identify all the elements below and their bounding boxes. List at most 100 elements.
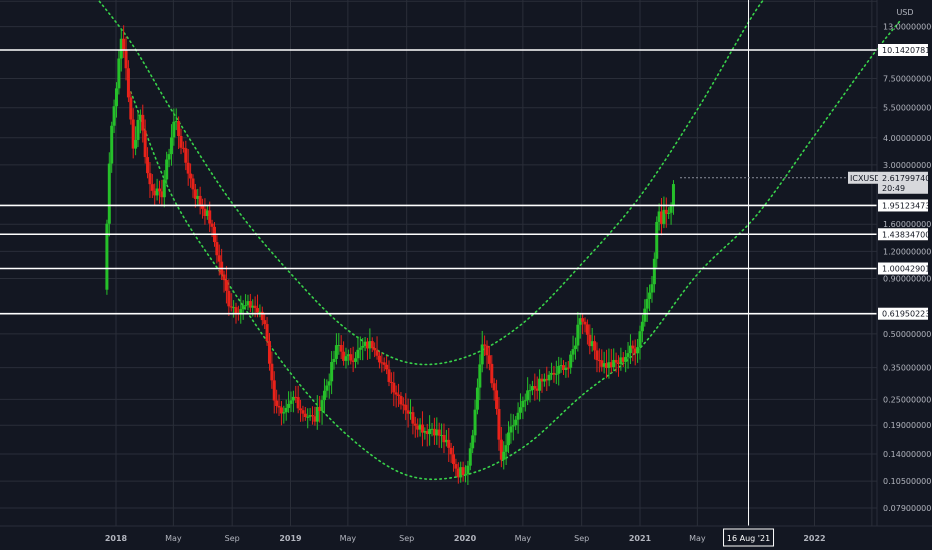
candle-body [459, 467, 463, 478]
candle-body [339, 345, 343, 352]
candle-body [595, 350, 599, 361]
level-label[interactable]: 1.43834700 [882, 230, 930, 239]
candle-body [244, 305, 248, 307]
candle-body [342, 351, 346, 361]
candle-body [404, 404, 408, 411]
date-marker-label[interactable]: 16 Aug '21 [727, 534, 770, 543]
candle-body [483, 344, 487, 346]
candle-body [425, 431, 429, 435]
candle-body [406, 410, 410, 414]
candle-body [258, 311, 262, 313]
candle-body [389, 381, 393, 383]
candle-body [514, 419, 518, 426]
candle-body [155, 188, 159, 196]
candle-body [363, 341, 367, 346]
candle-body [667, 212, 671, 214]
candle-body [490, 363, 494, 384]
level-label-box[interactable] [878, 307, 928, 320]
price-tick-label: 0.25000000 [883, 395, 931, 404]
price-tick-label: 0.19000000 [883, 421, 931, 430]
candle-body [284, 407, 288, 413]
candle-body [158, 188, 162, 192]
level-label-box[interactable] [878, 199, 928, 212]
candle-body [516, 412, 520, 420]
candle-body [463, 474, 467, 476]
candle-body [518, 407, 522, 413]
candle-body [193, 189, 197, 199]
price-tick-label: 0.14000000 [883, 450, 931, 459]
time-tick-label: 2021 [629, 534, 652, 543]
candle-body [241, 305, 245, 310]
candle-body [509, 426, 513, 433]
candle-body [205, 210, 209, 216]
candle-body [131, 119, 135, 149]
candle-body [148, 173, 152, 185]
candle-body [399, 395, 403, 405]
current-price-label: 2.61799740 [882, 174, 930, 183]
candle-body [184, 148, 188, 163]
candle-body [636, 347, 640, 354]
symbol-tag-box [848, 171, 878, 184]
candle-body [499, 439, 503, 460]
candle-body [349, 354, 353, 361]
level-label-box[interactable] [878, 44, 928, 56]
candle-body [609, 362, 613, 368]
price-tick-label: 7.50000000 [883, 74, 931, 83]
candle-body [253, 305, 257, 309]
candle-body [416, 425, 420, 430]
candle-body [239, 309, 243, 314]
candle-body [356, 349, 360, 359]
level-label-box[interactable] [878, 228, 928, 241]
date-marker-box[interactable] [723, 528, 775, 547]
candle-body [540, 378, 544, 382]
candle-body [112, 106, 116, 126]
candle-body [495, 390, 499, 409]
level-label[interactable]: 1.00042901 [882, 265, 930, 274]
price-axis[interactable]: 13.00000000 7.50000000 5.50000000 4.0000000… [878, 23, 932, 513]
level-label-box[interactable] [878, 262, 928, 275]
candle-body [126, 68, 130, 98]
time-tick-label: May [165, 534, 182, 543]
candle-body [354, 358, 358, 362]
candle-body [387, 369, 391, 382]
horizontal-levels[interactable] [0, 49, 877, 315]
candle-body [169, 137, 173, 155]
candle-body [648, 292, 652, 299]
candle-body [385, 364, 389, 370]
level-label[interactable]: 0.61950223 [882, 310, 930, 319]
candle-body [535, 388, 539, 391]
candle-body [669, 206, 673, 213]
candle-body [124, 50, 128, 69]
candle-body [602, 363, 606, 367]
candle-body [578, 318, 582, 325]
candle-body [626, 353, 630, 357]
candle-body [162, 179, 166, 198]
candle-body [409, 412, 413, 414]
currency-label: USD [896, 8, 913, 17]
candle-body [332, 358, 336, 362]
candle-body [432, 428, 436, 436]
candle-body [275, 400, 279, 406]
candle-body [466, 465, 470, 475]
candle-body [542, 378, 546, 382]
candle-body [597, 360, 601, 362]
candle-body [590, 341, 594, 347]
level-label[interactable]: 10.14207818 [882, 46, 932, 55]
candle-body [174, 121, 178, 123]
candle-body [227, 290, 231, 307]
candle-body [191, 178, 195, 190]
candle-body [365, 341, 369, 349]
candle-body [160, 191, 164, 198]
time-axis[interactable]: 2018 May Sep 2019 May Sep 2020 May Sep 2021 May 202… [105, 528, 826, 547]
candle-body [210, 223, 214, 227]
candle-body [392, 382, 396, 393]
level-label[interactable]: 1.95123473 [882, 201, 930, 210]
candle-body [657, 211, 661, 222]
price-tick-label: 0.07900000 [883, 504, 931, 513]
candle-body [189, 173, 193, 179]
candle-body [650, 284, 654, 293]
candle-body [471, 435, 475, 449]
candle-body [616, 362, 620, 365]
